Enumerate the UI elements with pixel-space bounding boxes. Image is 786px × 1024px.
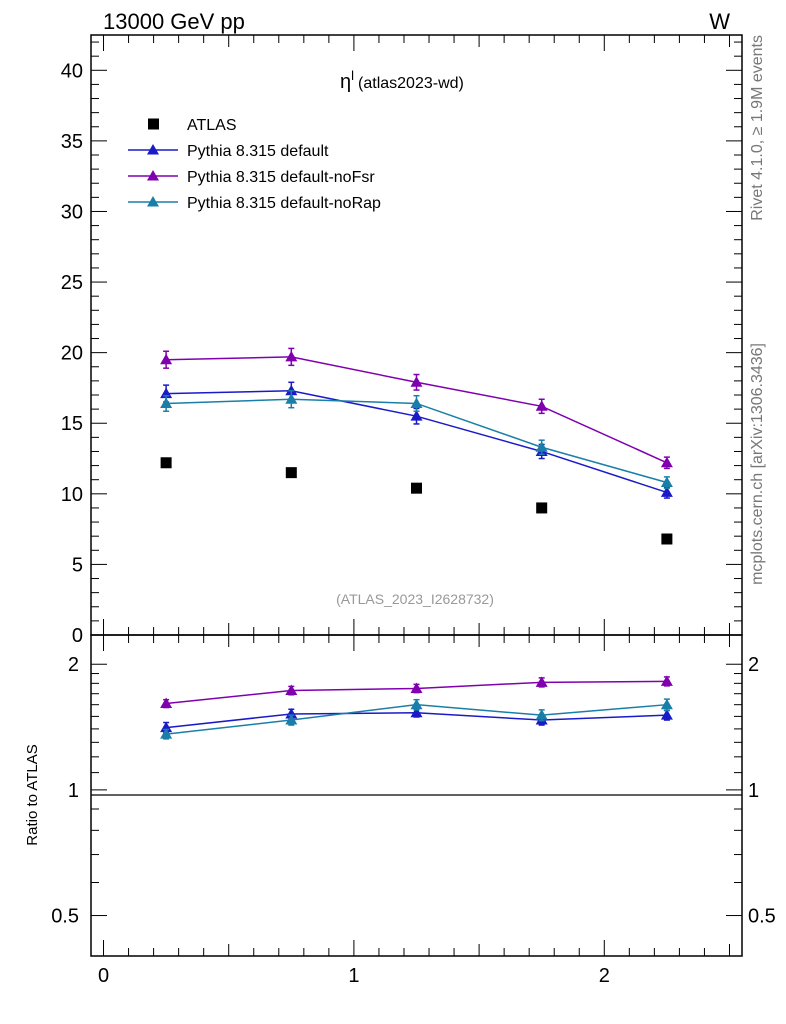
ratio-point (410, 682, 423, 693)
series-point (535, 441, 548, 452)
legend-marker (147, 144, 159, 155)
legend-marker-atlas (148, 118, 159, 130)
series-point (410, 397, 423, 408)
ratio-y-tick-label-right: 1 (748, 780, 759, 802)
ratio-point (660, 709, 673, 720)
ratio-point (160, 728, 173, 739)
main-y-tick-label: 20 (61, 343, 83, 365)
ratio-point (535, 676, 548, 687)
x-axis: 0 1 2 (98, 35, 730, 987)
main-y-tick-label: 5 (72, 554, 83, 576)
series-point (410, 410, 423, 421)
ratio-ylabel: Ratio to ATLAS (24, 744, 41, 845)
ratio-point (410, 706, 423, 718)
legend-label-atlas: ATLAS (187, 117, 237, 134)
main-y-tick-label: 35 (61, 131, 83, 153)
header-left: 13000 GeV pp (103, 9, 245, 34)
ratio-y-tick-label: 0.5 (51, 906, 79, 928)
atlas-data-points (160, 457, 673, 545)
main-y-axis: 0 5 10 15 20 25 30 35 40 (61, 41, 742, 647)
ratio-point (535, 709, 548, 720)
series-point (410, 376, 423, 387)
ratio-point (285, 714, 298, 725)
legend-marker (147, 196, 159, 207)
ratio-series (160, 675, 673, 740)
series-point (535, 400, 548, 411)
legend-label: Pythia 8.315 default-noRap (187, 195, 381, 212)
series-point (285, 350, 298, 362)
main-y-tick-label: 40 (61, 60, 83, 82)
ratio-y-tick-label: 1 (68, 780, 79, 802)
header-right: W (709, 9, 730, 34)
main-y-tick-label: 25 (61, 272, 83, 294)
ratio-point (660, 675, 673, 686)
data-point (661, 533, 673, 545)
data-point (411, 482, 422, 494)
main-y-tick-label: 0 (72, 625, 83, 647)
series-point (160, 397, 173, 408)
legend-marker (147, 170, 159, 181)
legend: ATLAS Pythia 8.315 default Pythia 8.315 d… (128, 117, 381, 212)
ratio-point (410, 698, 423, 710)
watermark: (ATLAS_2023_I2628732) (336, 591, 494, 607)
source-label: mcplots.cern.ch [arXiv:1306.3436] (749, 343, 766, 585)
x-tick-label: 2 (599, 965, 610, 987)
ratio-y-tick-label-right: 2 (748, 654, 759, 676)
legend-label: Pythia 8.315 default (187, 143, 329, 160)
series-point (160, 353, 173, 365)
ratio-y-tick-label-right: 0.5 (748, 906, 776, 928)
data-point (160, 457, 172, 469)
ratio-y-tick-label: 2 (68, 654, 79, 676)
series-point (660, 456, 673, 468)
chart-title: ηl (atlas2023-wd) (340, 68, 464, 93)
main-y-tick-label: 10 (61, 484, 83, 506)
main-y-tick-label: 15 (61, 413, 83, 435)
x-tick-label: 1 (348, 965, 359, 987)
ratio-point (160, 697, 173, 709)
series-point (660, 486, 673, 497)
data-point (536, 502, 548, 514)
main-series (160, 347, 673, 499)
series-point (660, 476, 673, 488)
ratio-point (285, 684, 298, 696)
ratio-point (660, 698, 673, 710)
x-tick-label: 0 (98, 965, 109, 987)
series-point (285, 393, 298, 404)
data-point (285, 467, 297, 479)
legend-label: Pythia 8.315 default-noFsr (187, 169, 375, 186)
rivet-label: Rivet 4.1.0, ≥ 1.9M events (749, 35, 766, 221)
ratio-y-axis: 0.5 0.5 1 1 2 2 (51, 654, 776, 927)
main-y-tick-label: 30 (61, 201, 83, 223)
